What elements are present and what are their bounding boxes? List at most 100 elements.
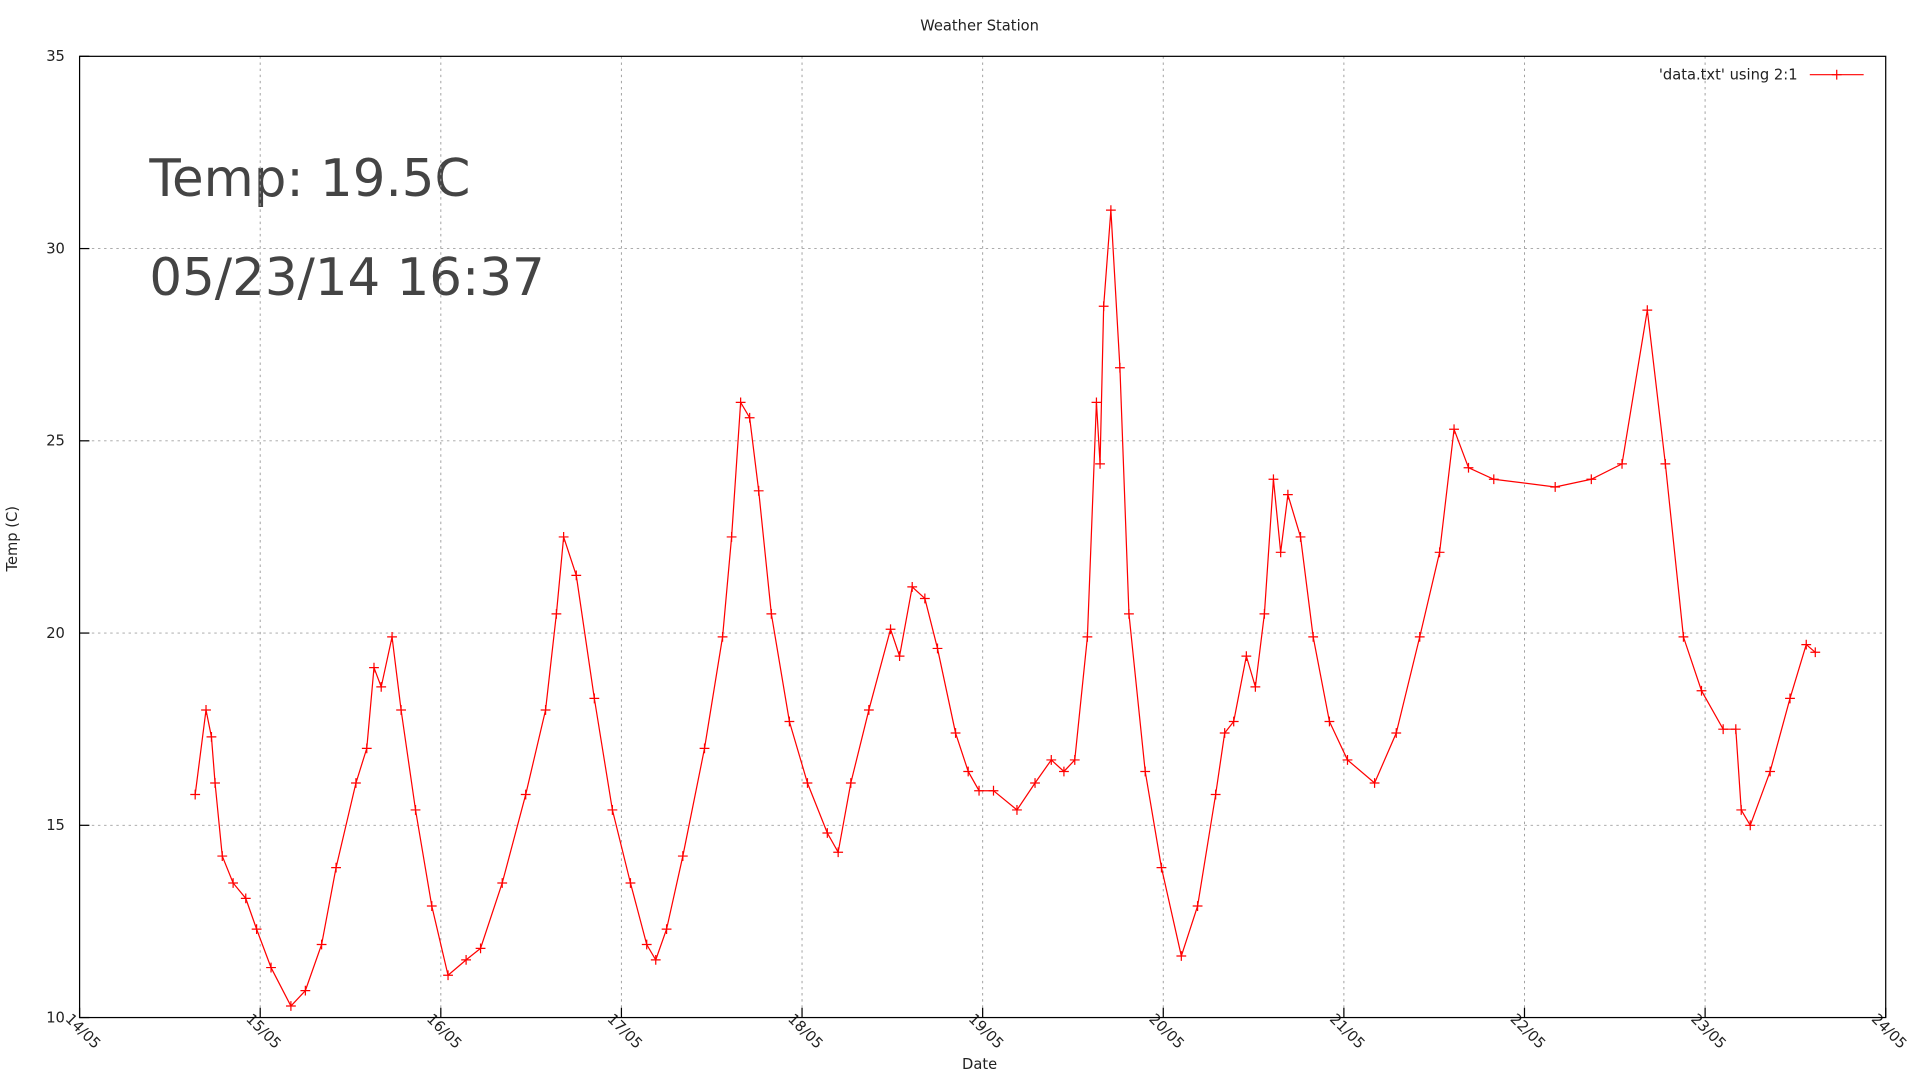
data-point bbox=[351, 778, 361, 788]
data-point bbox=[1369, 778, 1380, 788]
data-point bbox=[316, 939, 327, 950]
data-point bbox=[331, 862, 341, 873]
data-point bbox=[1095, 458, 1105, 469]
data-point bbox=[1765, 766, 1776, 777]
data-point bbox=[286, 1001, 296, 1011]
x-tick-label: 23/05 bbox=[1687, 1011, 1729, 1053]
data-point bbox=[1785, 693, 1795, 704]
data-point bbox=[1617, 458, 1627, 469]
data-point bbox=[461, 954, 471, 965]
x-axis-label: Date bbox=[962, 1056, 997, 1073]
data-point bbox=[1308, 632, 1319, 642]
data-point bbox=[1228, 716, 1239, 727]
data-point bbox=[571, 570, 582, 581]
y-axis-label: Temp (C) bbox=[4, 506, 21, 573]
data-point bbox=[266, 962, 276, 973]
data-point bbox=[551, 608, 562, 619]
data-point bbox=[475, 943, 486, 954]
data-point bbox=[885, 624, 896, 635]
data-point bbox=[201, 705, 211, 715]
data-point bbox=[1449, 424, 1459, 435]
data-point bbox=[1098, 301, 1109, 312]
legend-marker bbox=[1831, 69, 1842, 80]
data-point bbox=[822, 828, 833, 838]
data-point bbox=[1210, 789, 1221, 800]
data-point bbox=[1391, 728, 1402, 738]
data-point bbox=[1059, 766, 1069, 777]
data-point bbox=[1730, 724, 1741, 735]
data-point bbox=[1012, 805, 1022, 815]
annotation: Temp: 19.5C bbox=[148, 149, 470, 209]
data-point bbox=[717, 632, 728, 642]
annotation: 05/23/14 16:37 bbox=[149, 248, 544, 308]
data-point bbox=[1660, 458, 1671, 469]
data-point bbox=[540, 705, 551, 715]
data-point bbox=[677, 851, 688, 861]
data-point bbox=[845, 778, 856, 788]
data-point bbox=[784, 716, 795, 727]
data-point bbox=[1550, 482, 1561, 492]
y-tick-label: 20 bbox=[46, 625, 65, 642]
x-tick-label: 20/05 bbox=[1145, 1011, 1187, 1053]
data-point bbox=[1810, 647, 1821, 658]
data-point bbox=[558, 532, 569, 542]
data-point bbox=[1414, 632, 1425, 642]
data-point bbox=[369, 662, 379, 673]
x-tick-label: 24/05 bbox=[1868, 1011, 1910, 1053]
data-point bbox=[766, 608, 777, 619]
x-tick-label: 19/05 bbox=[965, 1011, 1007, 1053]
x-tick-label: 16/05 bbox=[423, 1011, 465, 1053]
data-point bbox=[1268, 474, 1279, 485]
data-point bbox=[1324, 716, 1335, 727]
data-point bbox=[1082, 632, 1093, 642]
data-point bbox=[833, 847, 844, 858]
data-point bbox=[190, 789, 201, 800]
data-point bbox=[1046, 755, 1057, 765]
data-point bbox=[726, 532, 737, 542]
y-tick-label: 30 bbox=[46, 240, 65, 257]
data-point bbox=[1105, 205, 1116, 216]
data-point bbox=[1678, 632, 1689, 642]
data-point bbox=[1745, 820, 1756, 831]
data-point bbox=[1219, 728, 1230, 738]
data-point bbox=[1176, 951, 1187, 961]
data-point bbox=[1282, 489, 1293, 500]
data-point bbox=[1586, 474, 1597, 485]
data-point bbox=[641, 939, 652, 950]
x-tick-label: 22/05 bbox=[1507, 1011, 1549, 1053]
y-tick-label: 10 bbox=[46, 1009, 65, 1026]
data-line bbox=[194, 210, 1816, 1008]
data-point bbox=[210, 778, 220, 788]
data-point bbox=[387, 632, 397, 642]
data-point bbox=[1250, 681, 1261, 692]
data-point bbox=[974, 785, 984, 796]
data-point bbox=[1030, 778, 1040, 788]
data-point bbox=[1295, 532, 1306, 542]
data-point bbox=[661, 924, 672, 935]
data-point bbox=[907, 582, 918, 592]
data-point bbox=[988, 785, 999, 796]
data-point bbox=[240, 893, 251, 904]
x-tick-label: 14/05 bbox=[62, 1011, 104, 1053]
data-point bbox=[919, 593, 930, 604]
data-point bbox=[650, 954, 661, 965]
data-point bbox=[1192, 901, 1203, 911]
data-point bbox=[1434, 547, 1445, 558]
data-point bbox=[607, 805, 618, 815]
data-point bbox=[744, 412, 755, 423]
data-point bbox=[1696, 685, 1707, 696]
plot-frame bbox=[78, 55, 1887, 1019]
data-point bbox=[963, 766, 974, 777]
data-point bbox=[1091, 397, 1102, 408]
data-point bbox=[228, 878, 239, 888]
data-point bbox=[589, 693, 600, 704]
data-point bbox=[443, 970, 453, 981]
data-point bbox=[251, 924, 262, 935]
data-point bbox=[1115, 362, 1125, 373]
data-point bbox=[753, 485, 764, 496]
y-tick-label: 35 bbox=[46, 48, 65, 65]
data-point bbox=[625, 878, 636, 888]
data-point bbox=[1342, 755, 1353, 765]
